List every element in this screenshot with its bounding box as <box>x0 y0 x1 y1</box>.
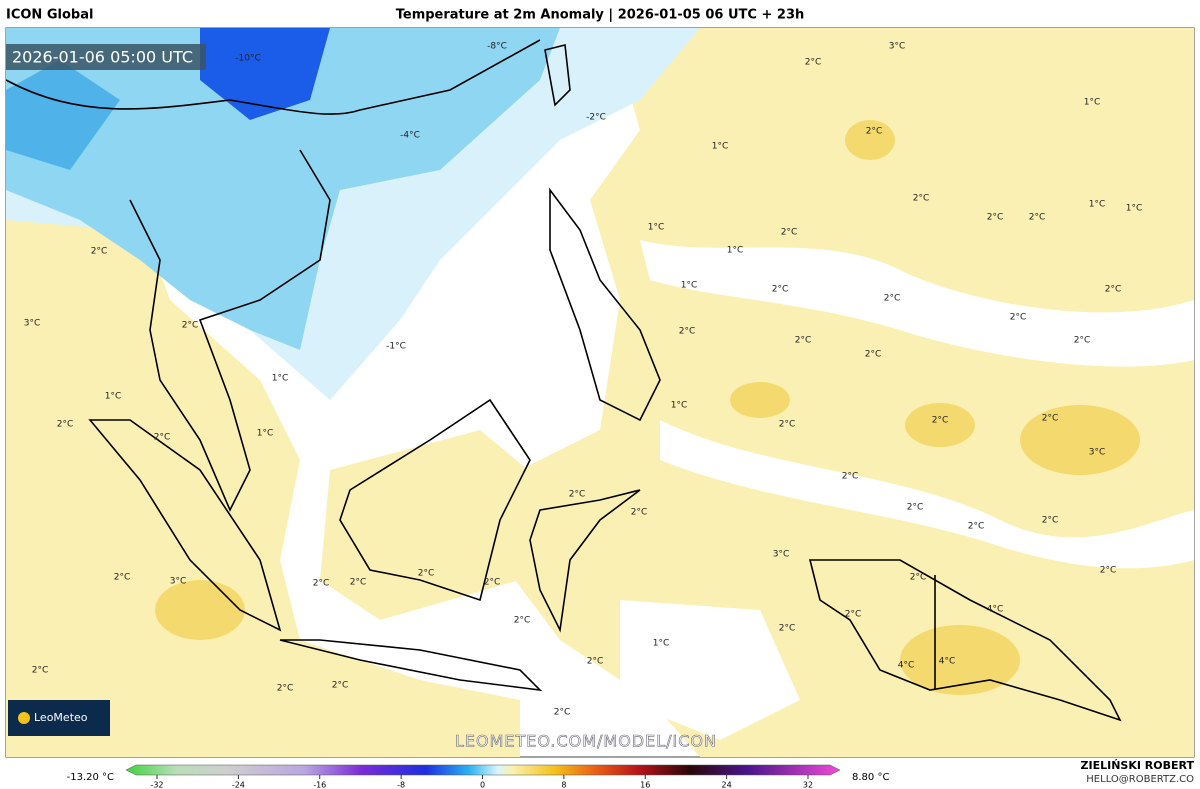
map-label: 4°C <box>987 605 1004 615</box>
colorbar-ticks: -32 -24 -16 -8 0 8 16 24 32 <box>150 775 813 789</box>
map-label: 4°C <box>939 657 956 667</box>
map-label: 1°C <box>257 429 274 439</box>
map-label: 1°C <box>712 142 729 152</box>
map-label: 2°C <box>1010 313 1027 323</box>
map-label: 2°C <box>569 490 586 500</box>
valid-time-box: 2026-01-06 05:00 UTC <box>6 44 206 70</box>
cold-area <box>6 60 120 170</box>
map-label: 2°C <box>968 522 985 532</box>
map-label: 1°C <box>681 281 698 291</box>
map-label: 2°C <box>1100 566 1117 576</box>
map-label: 2°C <box>779 624 796 634</box>
map-label: 2°C <box>805 58 822 68</box>
neutral-areas <box>620 240 1194 740</box>
map-label: 2°C <box>1105 285 1122 295</box>
map-label: 2°C <box>514 616 531 626</box>
colorbar-tick-label: 24 <box>722 781 732 789</box>
map-label: 1°C <box>105 392 122 402</box>
map-label: -2°C <box>586 113 606 123</box>
map-label: 2°C <box>1042 414 1059 424</box>
map-label: 3°C <box>170 577 187 587</box>
map-label: 2°C <box>554 708 571 718</box>
map-label: 2°C <box>842 472 859 482</box>
map-labels: -10°C -8°C 3°C 2°C 1°C -2°C -4°C 2°C 1°C 2°C 2°C 2°… <box>24 42 1143 718</box>
map-label: 2°C <box>913 194 930 204</box>
map-label: 2°C <box>772 285 789 295</box>
map-label: 2°C <box>277 684 294 694</box>
watermark: LEOMETEO.COM/MODEL/ICON <box>455 732 717 751</box>
colorbar-max: 8.80 °C <box>852 772 889 783</box>
map-label: 1°C <box>272 374 289 384</box>
map-label: 2°C <box>484 578 501 588</box>
colorbar-tick-label: -8 <box>397 781 405 789</box>
author: ZIELIŃSKI ROBERT <box>1081 759 1195 772</box>
map: -10°C -8°C 3°C 2°C 1°C -2°C -4°C 2°C 1°C 2°C 2°C 2°… <box>5 27 1195 758</box>
map-label: 2°C <box>182 321 199 331</box>
map-label: 2°C <box>587 657 604 667</box>
coastlines <box>5 39 1122 722</box>
map-label: 3°C <box>1089 448 1106 458</box>
map-label: 1°C <box>648 223 665 233</box>
map-label: 2°C <box>884 294 901 304</box>
map-label: 2°C <box>114 573 131 583</box>
model-name: ICON Global <box>6 8 93 23</box>
email: HELLO@ROBERTZ.CO <box>1086 774 1194 785</box>
map-label: 1°C <box>1084 98 1101 108</box>
map-label: 1°C <box>1089 200 1106 210</box>
colorbar-tick-label: 32 <box>803 781 813 789</box>
map-label: 3°C <box>889 42 906 52</box>
map-label: -1°C <box>386 342 406 352</box>
map-label: 2°C <box>332 681 349 691</box>
map-label: -10°C <box>235 54 260 64</box>
map-label: 3°C <box>773 550 790 560</box>
map-label: -4°C <box>400 131 420 141</box>
map-label: 1°C <box>1126 204 1143 214</box>
map-label: 2°C <box>57 420 74 430</box>
logo: LeoMeteo <box>8 700 110 736</box>
logo-text: LeoMeteo <box>34 711 88 724</box>
map-label: 2°C <box>907 503 924 513</box>
map-label: 2°C <box>910 573 927 583</box>
map-label: 1°C <box>653 639 670 649</box>
map-label: 2°C <box>350 578 367 588</box>
map-label: 3°C <box>24 319 41 329</box>
map-label: 2°C <box>779 420 796 430</box>
valid-time: 2026-01-06 05:00 UTC <box>12 48 193 67</box>
map-label: 2°C <box>865 350 882 360</box>
map-label: 4°C <box>898 661 915 671</box>
map-label: 2°C <box>1042 516 1059 526</box>
colorbar-tick-label: -32 <box>150 781 163 789</box>
colorbar <box>125 764 841 776</box>
map-label: 2°C <box>987 213 1004 223</box>
map-label: 2°C <box>631 508 648 518</box>
colorbar-tick-label: 8 <box>561 781 566 789</box>
colorbar-tick-label: -24 <box>232 781 245 789</box>
colorbar-tick-label: 0 <box>480 781 485 789</box>
colorbar-tick-label: 16 <box>640 781 650 789</box>
very-cold-area <box>200 28 330 120</box>
warm-areas <box>6 28 1194 757</box>
hot-areas <box>155 120 1140 695</box>
colorbar-min: -13.20 °C <box>67 772 114 783</box>
map-label: 2°C <box>1029 213 1046 223</box>
map-label: 1°C <box>727 246 744 256</box>
map-label: 2°C <box>1074 336 1091 346</box>
title: Temperature at 2m Anomaly | 2026-01-05 0… <box>396 8 805 23</box>
map-label: 2°C <box>781 228 798 238</box>
map-label: 2°C <box>866 127 883 137</box>
map-label: -8°C <box>487 42 507 52</box>
map-label: 2°C <box>679 327 696 337</box>
map-label: 2°C <box>845 610 862 620</box>
map-label: 2°C <box>32 666 49 676</box>
map-label: 2°C <box>154 433 171 443</box>
map-label: 1°C <box>671 401 688 411</box>
colorbar-tick-label: -16 <box>313 781 326 789</box>
map-label: 2°C <box>418 569 435 579</box>
map-label: 2°C <box>932 416 949 426</box>
map-label: 2°C <box>795 336 812 346</box>
map-label: 2°C <box>91 247 108 257</box>
map-label: 2°C <box>313 579 330 589</box>
